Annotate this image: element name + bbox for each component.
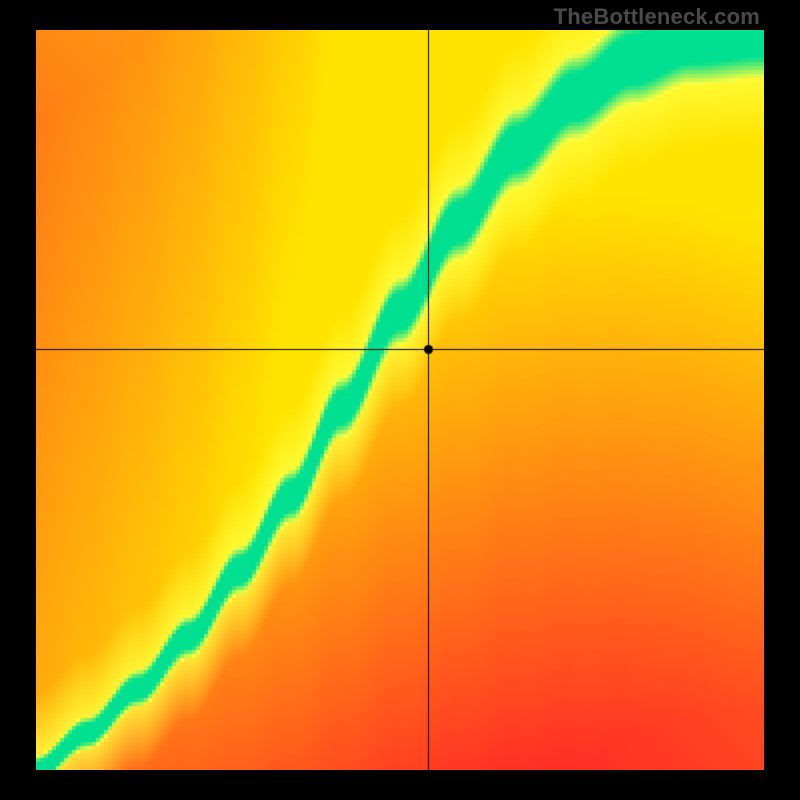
- figure-container: TheBottleneck.com: [0, 0, 800, 800]
- bottleneck-heatmap: [36, 30, 764, 770]
- watermark-text: TheBottleneck.com: [554, 4, 760, 30]
